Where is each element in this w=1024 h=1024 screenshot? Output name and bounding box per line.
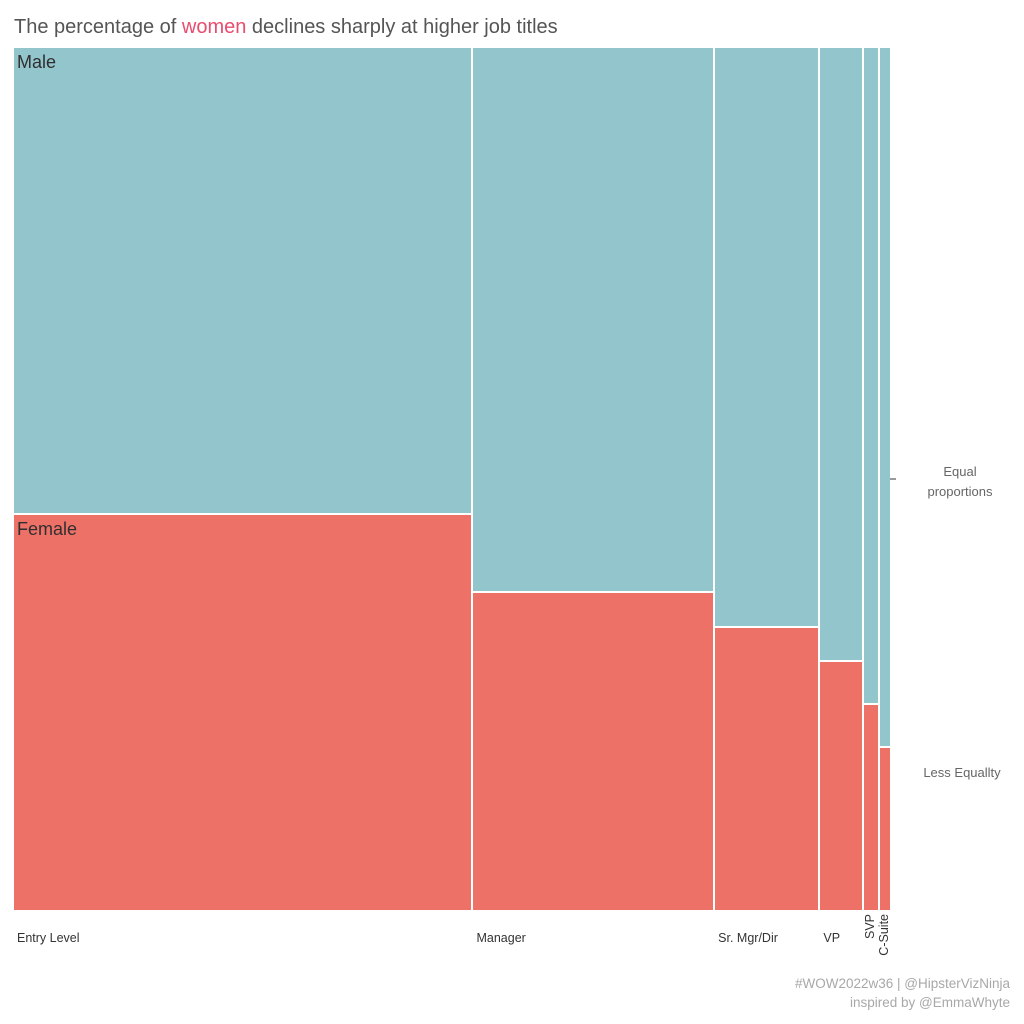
mekko-column-entry-level: [14, 48, 472, 910]
credit-line-1: #WOW2022w36 | @HipsterVizNinja: [794, 976, 1010, 991]
mekko-column-c-suite: [880, 48, 890, 910]
equal-proportions-tick: [890, 478, 896, 480]
male-segment-svp[interactable]: [864, 48, 879, 704]
x-axis-label-vp: VP: [823, 931, 841, 945]
x-axis-label-sr-mgr-dir: Sr. Mgr/Dir: [718, 931, 778, 945]
female-segment-svp[interactable]: [864, 705, 879, 910]
credit-footer: #WOW2022w36 | @HipsterVizNinja inspired …: [795, 974, 1010, 1012]
equal-proportions-line1: Equal: [943, 464, 977, 479]
equal-proportions-line2: proportions: [927, 484, 993, 499]
mekko-column-vp: [820, 48, 863, 910]
credit-line-2: inspired by @EmmaWhyte: [849, 995, 1010, 1010]
x-axis-label-c-suite: C-Suite: [877, 914, 892, 956]
male-segment-sr-mgr-dir[interactable]: [715, 48, 819, 626]
female-segment-manager[interactable]: [473, 593, 714, 910]
x-axis-label-svp: SVP: [863, 914, 878, 940]
equal-proportions-annotation: Equal proportions: [904, 462, 1016, 502]
female-segment-entry-level[interactable]: [14, 515, 472, 910]
chart-title: The percentage of women declines sharply…: [14, 16, 558, 39]
mekko-column-manager: [473, 48, 714, 910]
title-suffix: declines sharply at higher job titles: [246, 16, 558, 38]
marimekko-chart: [14, 48, 890, 910]
title-highlight-word: women: [181, 16, 247, 38]
male-segment-manager[interactable]: [473, 48, 714, 592]
female-series-label: Female: [17, 519, 78, 539]
male-segment-entry-level[interactable]: [14, 48, 472, 514]
less-equality-annotation: Less Equallty: [923, 765, 1001, 780]
x-axis-label-manager: Manager: [476, 931, 526, 945]
male-series-label: Male: [17, 52, 57, 72]
female-segment-sr-mgr-dir[interactable]: [715, 627, 819, 910]
female-segment-vp[interactable]: [820, 662, 863, 910]
mekko-column-svp: [864, 48, 879, 910]
mekko-column-sr-mgr-dir: [715, 48, 819, 910]
title-prefix: The percentage of: [14, 16, 182, 38]
male-segment-c-suite[interactable]: [880, 48, 890, 747]
female-segment-c-suite[interactable]: [880, 748, 890, 910]
x-axis-label-entry-level: Entry Level: [17, 931, 80, 945]
male-segment-vp[interactable]: [820, 48, 863, 661]
